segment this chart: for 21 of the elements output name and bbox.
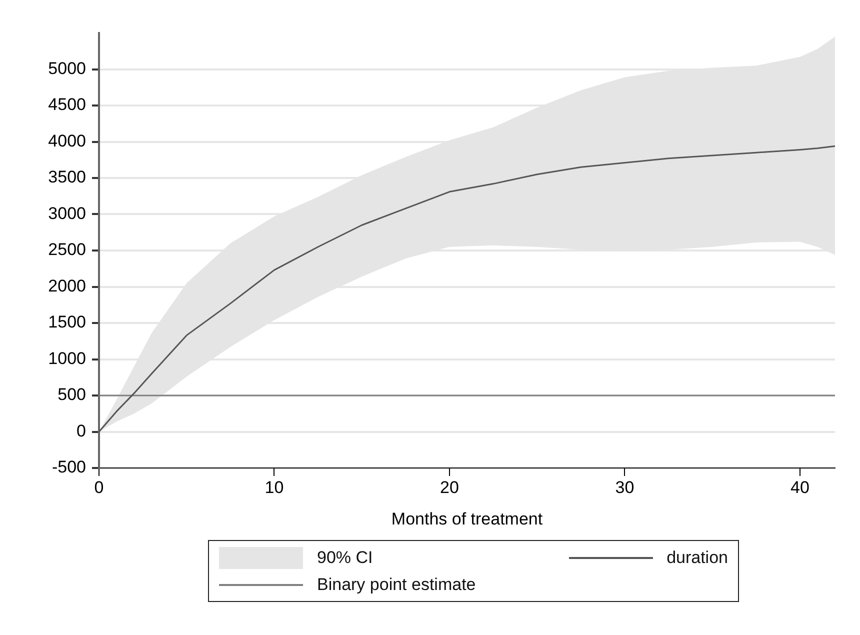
- y-tick-label: 0: [76, 421, 86, 440]
- y-tick-label: 4000: [48, 131, 86, 150]
- y-tick-label: 4500: [48, 95, 86, 114]
- text: 90% CI: [317, 548, 373, 568]
- y-tick-label: 1500: [48, 312, 86, 332]
- legend-label: Binary point estimate: [317, 575, 476, 595]
- y-tick-label: 2500: [48, 240, 86, 260]
- x-tick-label: 10: [264, 478, 284, 497]
- x-tick-label: 0: [94, 478, 104, 497]
- y-tick-label: 5000: [48, 58, 86, 78]
- y-tick-label: 2000: [48, 276, 86, 296]
- y-tick-label: 3500: [48, 168, 86, 187]
- x-tick-label: 30: [615, 478, 634, 497]
- y-tick-label: 3000: [48, 204, 86, 223]
- x-axis-title: Months of treatment: [391, 509, 543, 528]
- y-tick-label: 1000: [48, 348, 86, 368]
- x-tick-label: 40: [790, 478, 810, 497]
- legend-label: duration: [666, 548, 728, 568]
- y-tick-label: 500: [58, 385, 86, 404]
- y-tick-label: -500: [52, 458, 86, 477]
- x-tick-label: 20: [440, 478, 459, 497]
